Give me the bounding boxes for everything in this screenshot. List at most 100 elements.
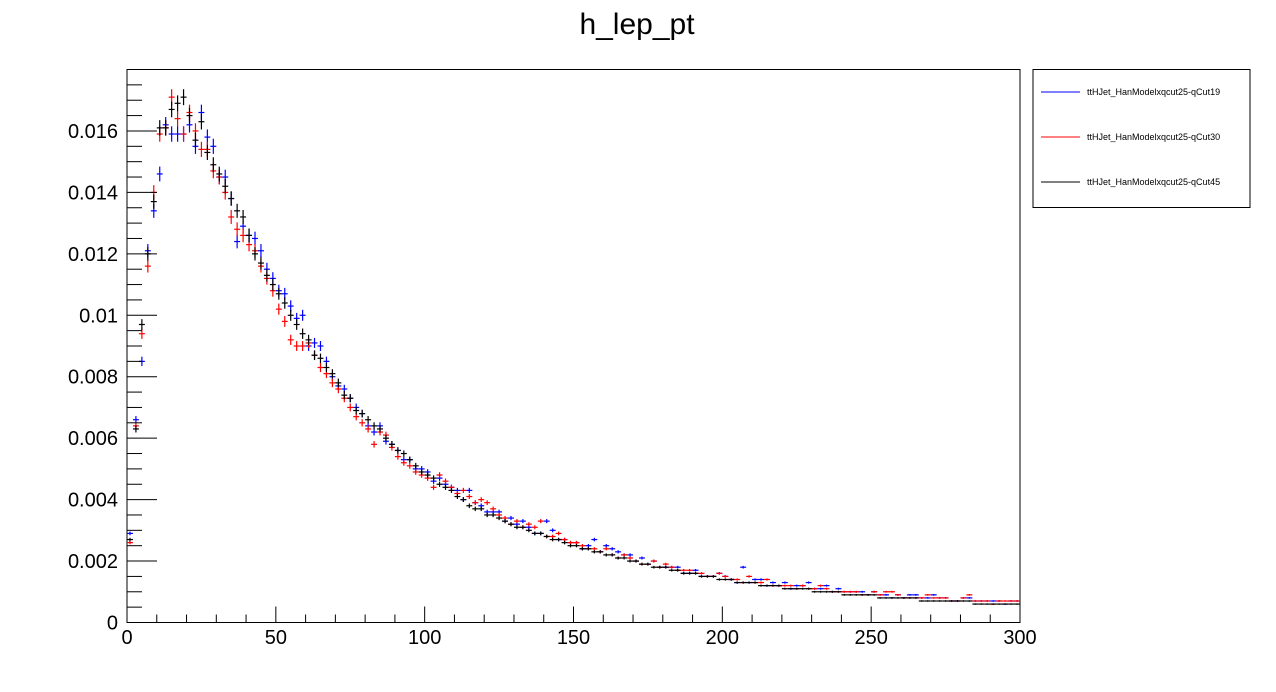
- data-point: [1008, 600, 1015, 602]
- data-point: [323, 362, 330, 373]
- data-point: [889, 590, 895, 593]
- data-point: [662, 562, 669, 566]
- data-point: [686, 572, 693, 575]
- data-point: [906, 593, 913, 596]
- data-point: [841, 590, 848, 593]
- data-point: [579, 547, 586, 551]
- data-point: [377, 425, 383, 433]
- data-point: [329, 378, 336, 388]
- data-point: [127, 531, 133, 536]
- data-point: [484, 500, 491, 506]
- data-point: [912, 593, 919, 596]
- data-point: [359, 419, 366, 427]
- x-tick-label: 100: [408, 627, 441, 649]
- data-point: [216, 166, 223, 182]
- data-point: [454, 494, 461, 499]
- data-point: [382, 434, 389, 442]
- data-point: [835, 590, 842, 593]
- data-point: [555, 531, 562, 536]
- data-point: [353, 406, 360, 415]
- data-point: [168, 101, 175, 118]
- data-point: [424, 472, 431, 478]
- data-point: [948, 600, 955, 602]
- data-point: [513, 525, 520, 530]
- data-point: [347, 403, 354, 412]
- data-point: [394, 453, 401, 460]
- data-point: [335, 378, 342, 388]
- data-point: [865, 593, 872, 596]
- data-point: [549, 537, 556, 542]
- data-point: [400, 450, 407, 457]
- x-tick-label: 150: [557, 627, 590, 649]
- data-point: [740, 581, 747, 584]
- data-point: [1014, 603, 1020, 605]
- data-point: [496, 515, 503, 521]
- data-point: [174, 95, 181, 112]
- data-point: [174, 110, 181, 127]
- data-point: [769, 581, 776, 584]
- data-point: [311, 337, 318, 348]
- data-point: [823, 587, 830, 590]
- data-markers: [127, 89, 1020, 605]
- data-point: [490, 506, 497, 512]
- data-point: [942, 600, 949, 602]
- data-point: [984, 603, 991, 605]
- data-point: [769, 584, 776, 587]
- data-point: [192, 132, 199, 148]
- axes: 0 0.002 0.004 0.006 0.008 0.01 0.012 0.014 0.016…: [68, 84, 1037, 649]
- data-point: [990, 600, 997, 602]
- data-point: [549, 534, 556, 539]
- data-point: [936, 600, 943, 602]
- data-point: [240, 228, 247, 243]
- chart-title: h_lep_pt: [579, 8, 695, 41]
- data-point: [240, 209, 247, 224]
- data-point: [930, 597, 937, 599]
- data-point: [942, 597, 949, 599]
- data-point: [835, 587, 842, 590]
- data-point: [698, 575, 705, 578]
- data-point: [311, 350, 318, 361]
- data-point: [430, 475, 437, 481]
- data-point: [758, 584, 765, 587]
- y-tick-label: 0.008: [68, 367, 118, 389]
- data-point: [567, 540, 574, 545]
- y-tick-label: 0.002: [68, 551, 118, 573]
- data-point: [823, 584, 830, 587]
- data-point: [127, 540, 133, 545]
- y-tick-label: 0.006: [68, 428, 118, 450]
- series-3: [127, 89, 1020, 605]
- y-tick-label: 0.01: [79, 305, 118, 327]
- data-point: [924, 600, 931, 602]
- data-point: [603, 553, 610, 557]
- data-point: [591, 550, 598, 554]
- data-point: [758, 581, 765, 584]
- data-point: [394, 447, 401, 454]
- data-point: [561, 537, 568, 542]
- data-point: [656, 565, 663, 569]
- data-point: [430, 484, 437, 490]
- data-point: [436, 472, 443, 478]
- data-point: [478, 506, 485, 512]
- data-point: [371, 422, 378, 430]
- data-point: [805, 581, 812, 584]
- data-point: [972, 603, 979, 605]
- data-point: [478, 497, 485, 503]
- data-point: [412, 462, 419, 469]
- data-point: [144, 259, 151, 273]
- data-point: [234, 222, 241, 237]
- data-point: [543, 534, 550, 539]
- data-point: [287, 334, 294, 345]
- data-point: [799, 584, 806, 587]
- data-point: [638, 556, 645, 560]
- data-point: [299, 309, 306, 321]
- data-point: [936, 597, 943, 599]
- data-point: [859, 590, 866, 593]
- data-point: [210, 138, 217, 154]
- data-point: [573, 540, 580, 545]
- data-point: [740, 565, 747, 569]
- data-point: [692, 572, 699, 575]
- data-point: [764, 578, 770, 581]
- data-point: [406, 456, 413, 463]
- data-point: [537, 531, 544, 536]
- data-point: [156, 166, 163, 182]
